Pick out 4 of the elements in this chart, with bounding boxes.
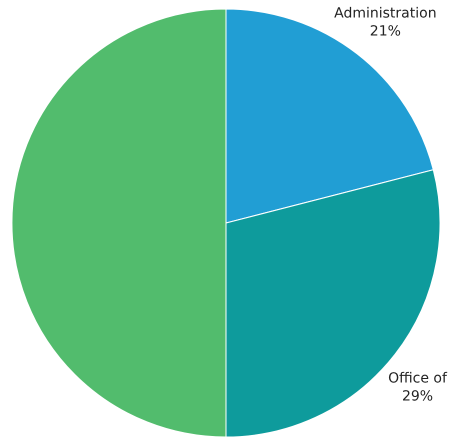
slice-label: Office of: [388, 370, 448, 386]
slice-label: Administration: [334, 6, 437, 22]
data-label: 21%: [370, 24, 401, 40]
data-label: 29%: [402, 388, 434, 404]
